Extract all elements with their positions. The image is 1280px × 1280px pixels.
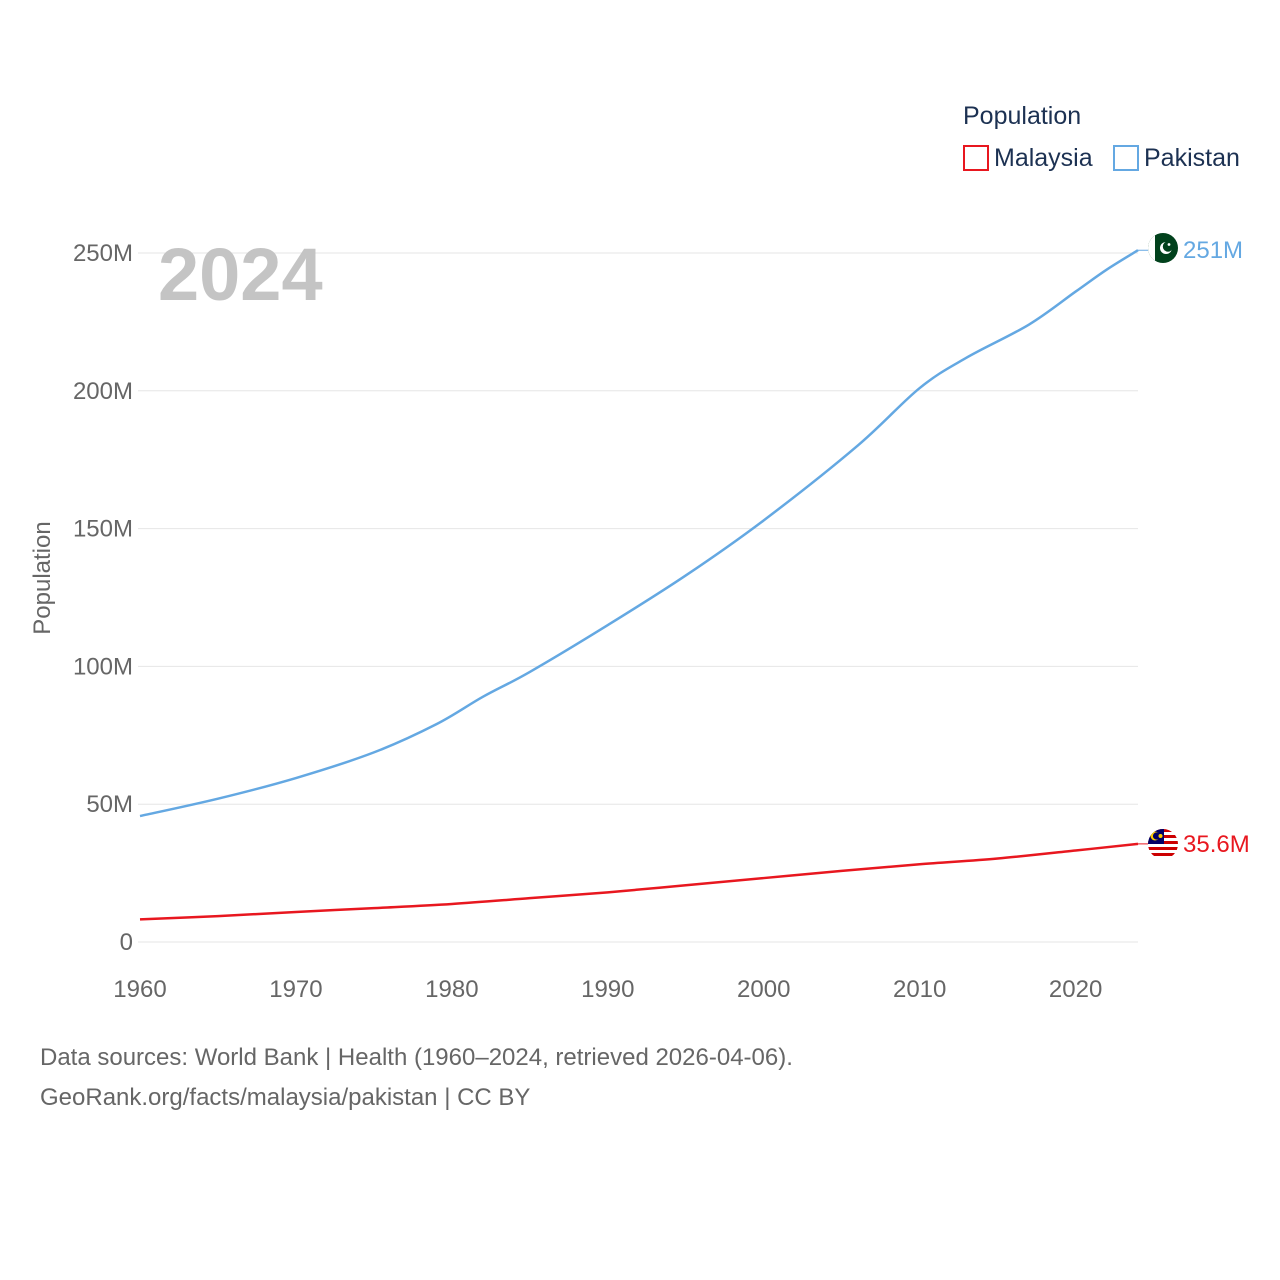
legend-swatch-pakistan[interactable] bbox=[1113, 145, 1139, 171]
end-value-label-malaysia: 35.6M bbox=[1183, 831, 1250, 858]
footer-data-sources: Data sources: World Bank | Health (1960–… bbox=[40, 1044, 793, 1071]
x-tick-label: 1960 bbox=[113, 976, 166, 1003]
x-tick-label: 2000 bbox=[737, 976, 790, 1003]
x-tick-label: 2010 bbox=[893, 976, 946, 1003]
y-tick-label: 200M bbox=[73, 378, 133, 405]
y-tick-label: 250M bbox=[73, 240, 133, 267]
pakistan-flag-icon bbox=[1148, 233, 1178, 263]
y-tick-label: 150M bbox=[73, 516, 133, 543]
x-tick-label: 1990 bbox=[581, 976, 634, 1003]
series-line-malaysia bbox=[139, 842, 1139, 921]
y-axis-ticks: 0 50M 100M 150M 200M 250M bbox=[73, 240, 133, 956]
malaysia-flag-icon bbox=[1148, 829, 1178, 859]
x-tick-label: 1970 bbox=[269, 976, 322, 1003]
x-tick-label: 1980 bbox=[425, 976, 478, 1003]
series-layer: 35.6M 251M bbox=[139, 237, 1250, 921]
y-tick-label: 100M bbox=[73, 653, 133, 680]
y-axis-title: Population bbox=[29, 521, 56, 634]
legend-label-malaysia[interactable]: Malaysia bbox=[994, 144, 1093, 172]
legend[interactable]: Population Malaysia Pakistan bbox=[963, 102, 1240, 172]
x-tick-label: 2020 bbox=[1049, 976, 1102, 1003]
y-tick-label: 50M bbox=[86, 791, 133, 818]
legend-swatch-malaysia[interactable] bbox=[963, 145, 989, 171]
series-line-pakistan bbox=[139, 249, 1139, 818]
legend-label-pakistan[interactable]: Pakistan bbox=[1144, 144, 1240, 172]
legend-title: Population bbox=[963, 102, 1081, 130]
year-label: 2024 bbox=[158, 233, 323, 316]
gridlines bbox=[138, 252, 1138, 943]
y-tick-label: 0 bbox=[120, 929, 133, 956]
x-axis-ticks: 1960 1970 1980 1990 2000 2010 2020 bbox=[113, 976, 1102, 1003]
footer-attribution-link[interactable]: GeoRank.org/facts/malaysia/pakistan | CC… bbox=[40, 1084, 531, 1111]
end-value-label-pakistan: 251M bbox=[1183, 237, 1243, 264]
